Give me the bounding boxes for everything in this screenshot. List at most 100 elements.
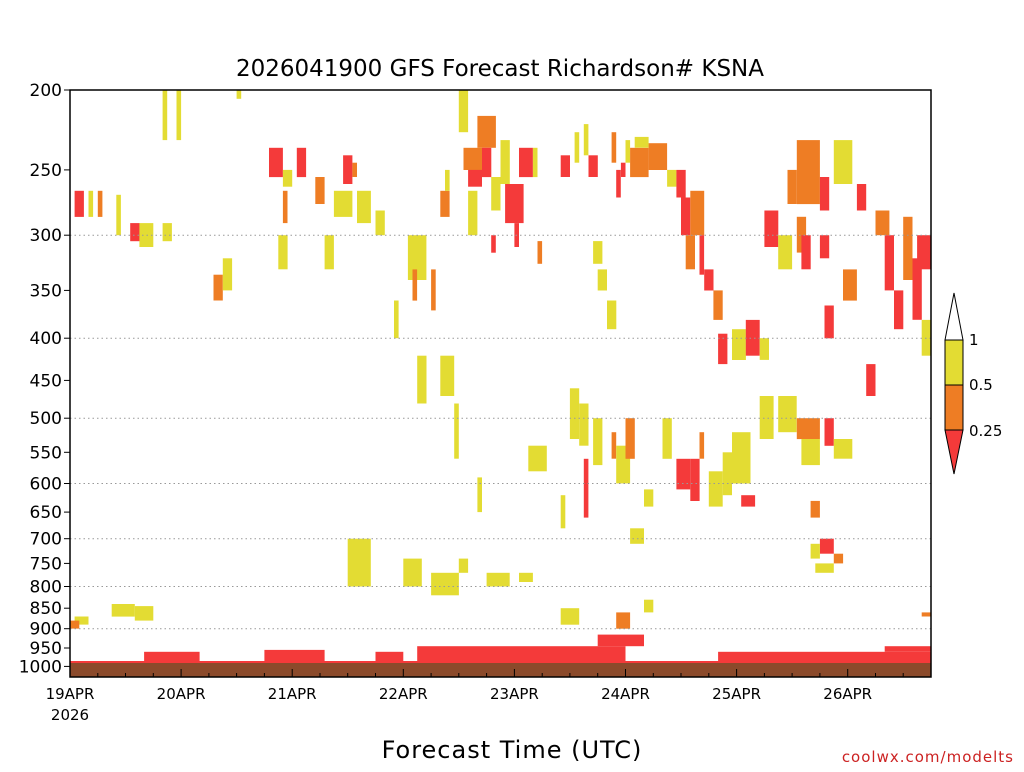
heatmap-cell-yellow [88, 190, 94, 217]
heatmap-cell-yellow [486, 572, 510, 587]
heatmap-cell-orange [440, 190, 450, 217]
heatmap-cell-yellow [579, 403, 589, 446]
heatmap-cell-yellow [778, 235, 793, 270]
heatmap-cell-yellow [440, 355, 455, 396]
ground-bar [70, 663, 931, 677]
heatmap-cell-yellow [667, 169, 677, 187]
heatmap-cell-red [912, 258, 922, 320]
heatmap-cell-yellow [644, 599, 654, 613]
x-tick-sublabel: 2026 [51, 706, 89, 724]
heatmap-cell-orange [630, 147, 649, 178]
heatmap-cell-yellow [139, 223, 154, 247]
heatmap-cell-orange [315, 177, 325, 204]
heatmap-cell-red [375, 651, 404, 661]
plot-frame [69, 89, 932, 678]
heatmap-cell-red [718, 651, 931, 661]
heatmap-cell-yellow [468, 190, 478, 236]
heatmap-cell-orange [903, 216, 913, 280]
heatmap-cell-yellow [759, 338, 769, 360]
heatmap-cell-red [801, 235, 811, 270]
heatmap-cell-red [296, 147, 307, 178]
heatmap-cell-red [560, 155, 570, 177]
heatmap-cell-yellow [732, 432, 751, 484]
x-tick-label-23APR: 23APR [490, 685, 539, 703]
heatmap-cell-red [699, 235, 705, 275]
heatmap-cell-red [741, 495, 756, 507]
heatmap-cell-red [144, 651, 200, 661]
heatmap-cell-red [343, 155, 353, 184]
heatmap-cell-orange [648, 143, 668, 170]
colorbar-label-1: 0.5 [969, 376, 993, 394]
heatmap-cell-red [884, 646, 931, 652]
heatmap-cell-yellow [597, 269, 607, 291]
heatmap-cell-red [269, 147, 283, 178]
heatmap-cell-yellow [333, 190, 353, 217]
heatmap-cell-yellow [458, 90, 469, 133]
heatmap-cell-yellow [532, 147, 538, 178]
heatmap-cell-red [597, 634, 644, 647]
heatmap-cell-yellow [477, 477, 482, 513]
heatmap-cell-orange [412, 269, 418, 301]
heatmap-cell-red [819, 235, 830, 259]
heatmap-cell-red [681, 197, 691, 236]
heatmap-cell-red [491, 235, 496, 253]
heatmap-cell-orange [537, 241, 543, 264]
y-tick-label-500: 500 [30, 409, 62, 429]
heatmap-cell-orange [70, 620, 80, 629]
heatmap-cell-orange [699, 432, 705, 459]
heatmap-cell-red [468, 169, 482, 187]
heatmap-cell-yellow [176, 90, 182, 141]
heatmap-cell-red [417, 646, 626, 661]
heatmap-cell-yellow [445, 169, 450, 191]
heatmap-cell-yellow [607, 300, 617, 330]
heatmap-cell-red [690, 458, 700, 501]
heatmap-cell-orange [477, 115, 496, 148]
colorbar: 1 0.5 0.25 [944, 292, 1002, 475]
heatmap-cell-yellow [574, 132, 580, 163]
heatmap-cells [70, 90, 931, 671]
heatmap-cell-yellow [634, 136, 649, 148]
heatmap-cell-yellow [833, 439, 853, 459]
heatmap-cell-red [856, 184, 867, 211]
heatmap-cell-yellow [357, 190, 371, 224]
heatmap-cell-orange [796, 418, 820, 440]
y-tick-label-200: 200 [30, 81, 62, 101]
heatmap-cell-orange [213, 274, 223, 301]
heatmap-cell-yellow [625, 140, 631, 163]
colorbar-label-0: 1 [969, 331, 979, 349]
y-tick-label-550: 550 [30, 443, 62, 463]
heatmap-cell-yellow [732, 329, 746, 360]
heatmap-cell-yellow [324, 235, 334, 270]
x-tick-label-20APR: 20APR [157, 685, 206, 703]
heatmap-cell-yellow [134, 606, 154, 621]
heatmap-cell-yellow [560, 495, 566, 529]
heatmap-cell-orange [611, 132, 617, 163]
heatmap-cell-orange [431, 269, 436, 311]
heatmap-cell-orange [463, 147, 482, 170]
heatmap-cell-red [482, 147, 492, 178]
colorbar-top-cap [944, 292, 964, 341]
y-axis: 200 250 300 350 400 450 500 550 600 650 700 750 8008… [19, 81, 70, 677]
heatmap-cell-yellow [403, 558, 422, 587]
heatmap-cell-red [884, 235, 894, 291]
heatmap-cell-yellow [500, 140, 510, 184]
heatmap-cell-red [588, 155, 598, 177]
x-tick-label-26APR: 26APR [823, 685, 872, 703]
heatmap-cell-red [583, 458, 589, 518]
heatmap-cell-red [824, 418, 834, 446]
colorbar-bottom-cap [944, 429, 964, 475]
heatmap-cell-orange [616, 612, 631, 629]
heatmap-cell-red [676, 169, 686, 198]
heatmap-cell-orange [625, 418, 635, 459]
heatmap-cell-yellow [431, 572, 459, 596]
colorbar-label-2: 0.25 [969, 422, 1002, 440]
x-axis: 19APR 2026 20APR 21APR 22APR 23APR 24APR 25APR 2… [46, 669, 904, 724]
colorbar-segment-0 [944, 339, 964, 386]
heatmap-cell-yellow [74, 616, 89, 625]
x-tick-label-21APR: 21APR [268, 685, 317, 703]
y-tick-label-300: 300 [30, 226, 62, 246]
heatmap-cell-orange [611, 432, 617, 459]
y-tick-label-850: 850 [30, 599, 62, 619]
heatmap-cell-red [264, 649, 325, 661]
heatmap-cell-orange [833, 553, 844, 564]
